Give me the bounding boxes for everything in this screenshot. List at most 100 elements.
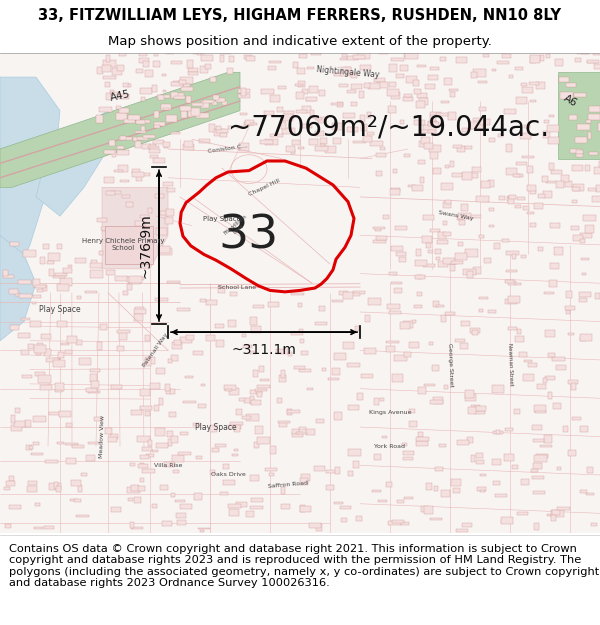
Bar	[560, 92, 572, 99]
Bar	[488, 310, 496, 313]
Bar	[499, 196, 505, 200]
Bar	[200, 66, 208, 73]
Bar	[306, 98, 316, 101]
Text: Henry Chichele Primary
School: Henry Chichele Primary School	[82, 238, 164, 251]
Bar	[445, 200, 451, 204]
Bar	[441, 101, 449, 103]
Bar	[566, 291, 572, 298]
Bar	[155, 298, 168, 301]
Bar	[374, 454, 381, 460]
Bar	[424, 506, 433, 514]
Bar	[347, 363, 360, 367]
Bar	[479, 309, 484, 312]
Bar	[103, 61, 116, 67]
Bar	[104, 150, 115, 154]
Bar	[164, 146, 168, 148]
Bar	[386, 482, 392, 487]
Bar	[212, 101, 217, 105]
Bar	[532, 476, 544, 479]
Bar	[35, 372, 44, 376]
Bar	[575, 137, 587, 142]
Bar	[386, 341, 399, 343]
Bar	[157, 95, 170, 98]
Bar	[512, 254, 516, 259]
Bar	[359, 91, 364, 98]
Bar	[556, 181, 564, 188]
Bar	[517, 512, 528, 515]
Bar	[389, 82, 397, 87]
Bar	[250, 474, 259, 481]
Bar	[318, 117, 326, 124]
Bar	[575, 58, 581, 62]
Bar	[530, 100, 536, 102]
Bar	[186, 335, 194, 340]
Bar	[269, 446, 275, 454]
Bar	[479, 296, 488, 299]
Bar	[517, 198, 526, 201]
Bar	[506, 251, 519, 256]
Bar	[546, 181, 557, 183]
Bar	[528, 363, 537, 368]
Bar	[280, 422, 287, 427]
Bar	[119, 108, 129, 113]
Bar	[448, 114, 454, 117]
Bar	[181, 337, 192, 343]
Bar	[508, 328, 517, 330]
Bar	[142, 237, 153, 239]
Bar	[23, 250, 36, 257]
Text: George Street: George Street	[447, 342, 453, 387]
Bar	[118, 252, 128, 256]
Bar	[536, 82, 545, 89]
Bar	[387, 304, 400, 309]
Bar	[455, 253, 467, 259]
Bar	[514, 409, 520, 414]
Bar	[521, 87, 533, 93]
Text: School Lane: School Lane	[218, 284, 256, 289]
Bar	[230, 292, 237, 296]
Bar	[228, 504, 241, 508]
Bar	[223, 464, 229, 469]
Bar	[79, 358, 91, 365]
Bar	[395, 74, 404, 78]
Bar	[228, 425, 241, 429]
Bar	[149, 383, 160, 389]
Bar	[57, 244, 62, 249]
Bar	[106, 92, 112, 99]
Bar	[193, 52, 205, 54]
Bar	[181, 111, 187, 118]
Bar	[370, 141, 383, 146]
Bar	[218, 286, 225, 293]
Bar	[445, 165, 449, 168]
Bar	[326, 486, 334, 490]
Bar	[45, 460, 58, 463]
Bar	[287, 409, 299, 412]
Bar	[175, 500, 185, 502]
Bar	[512, 464, 518, 469]
Bar	[400, 65, 409, 71]
Bar	[183, 144, 194, 150]
Bar	[255, 389, 266, 391]
Bar	[244, 121, 254, 124]
Text: Nightingale Way: Nightingale Way	[316, 65, 380, 79]
Bar	[473, 69, 485, 77]
Bar	[515, 336, 524, 342]
Bar	[535, 405, 547, 412]
Bar	[424, 384, 436, 386]
Bar	[322, 368, 326, 371]
Bar	[568, 333, 574, 335]
Bar	[555, 59, 563, 66]
Bar	[340, 72, 352, 76]
Bar	[217, 340, 224, 347]
Bar	[347, 56, 358, 60]
Bar	[278, 421, 290, 424]
Bar	[99, 107, 112, 112]
Bar	[419, 98, 428, 105]
Bar	[72, 445, 85, 448]
Bar	[19, 294, 32, 298]
Bar	[364, 82, 370, 88]
Bar	[112, 386, 122, 389]
Bar	[295, 84, 302, 86]
Bar	[128, 498, 133, 501]
Bar	[22, 375, 32, 378]
Bar	[311, 52, 320, 55]
